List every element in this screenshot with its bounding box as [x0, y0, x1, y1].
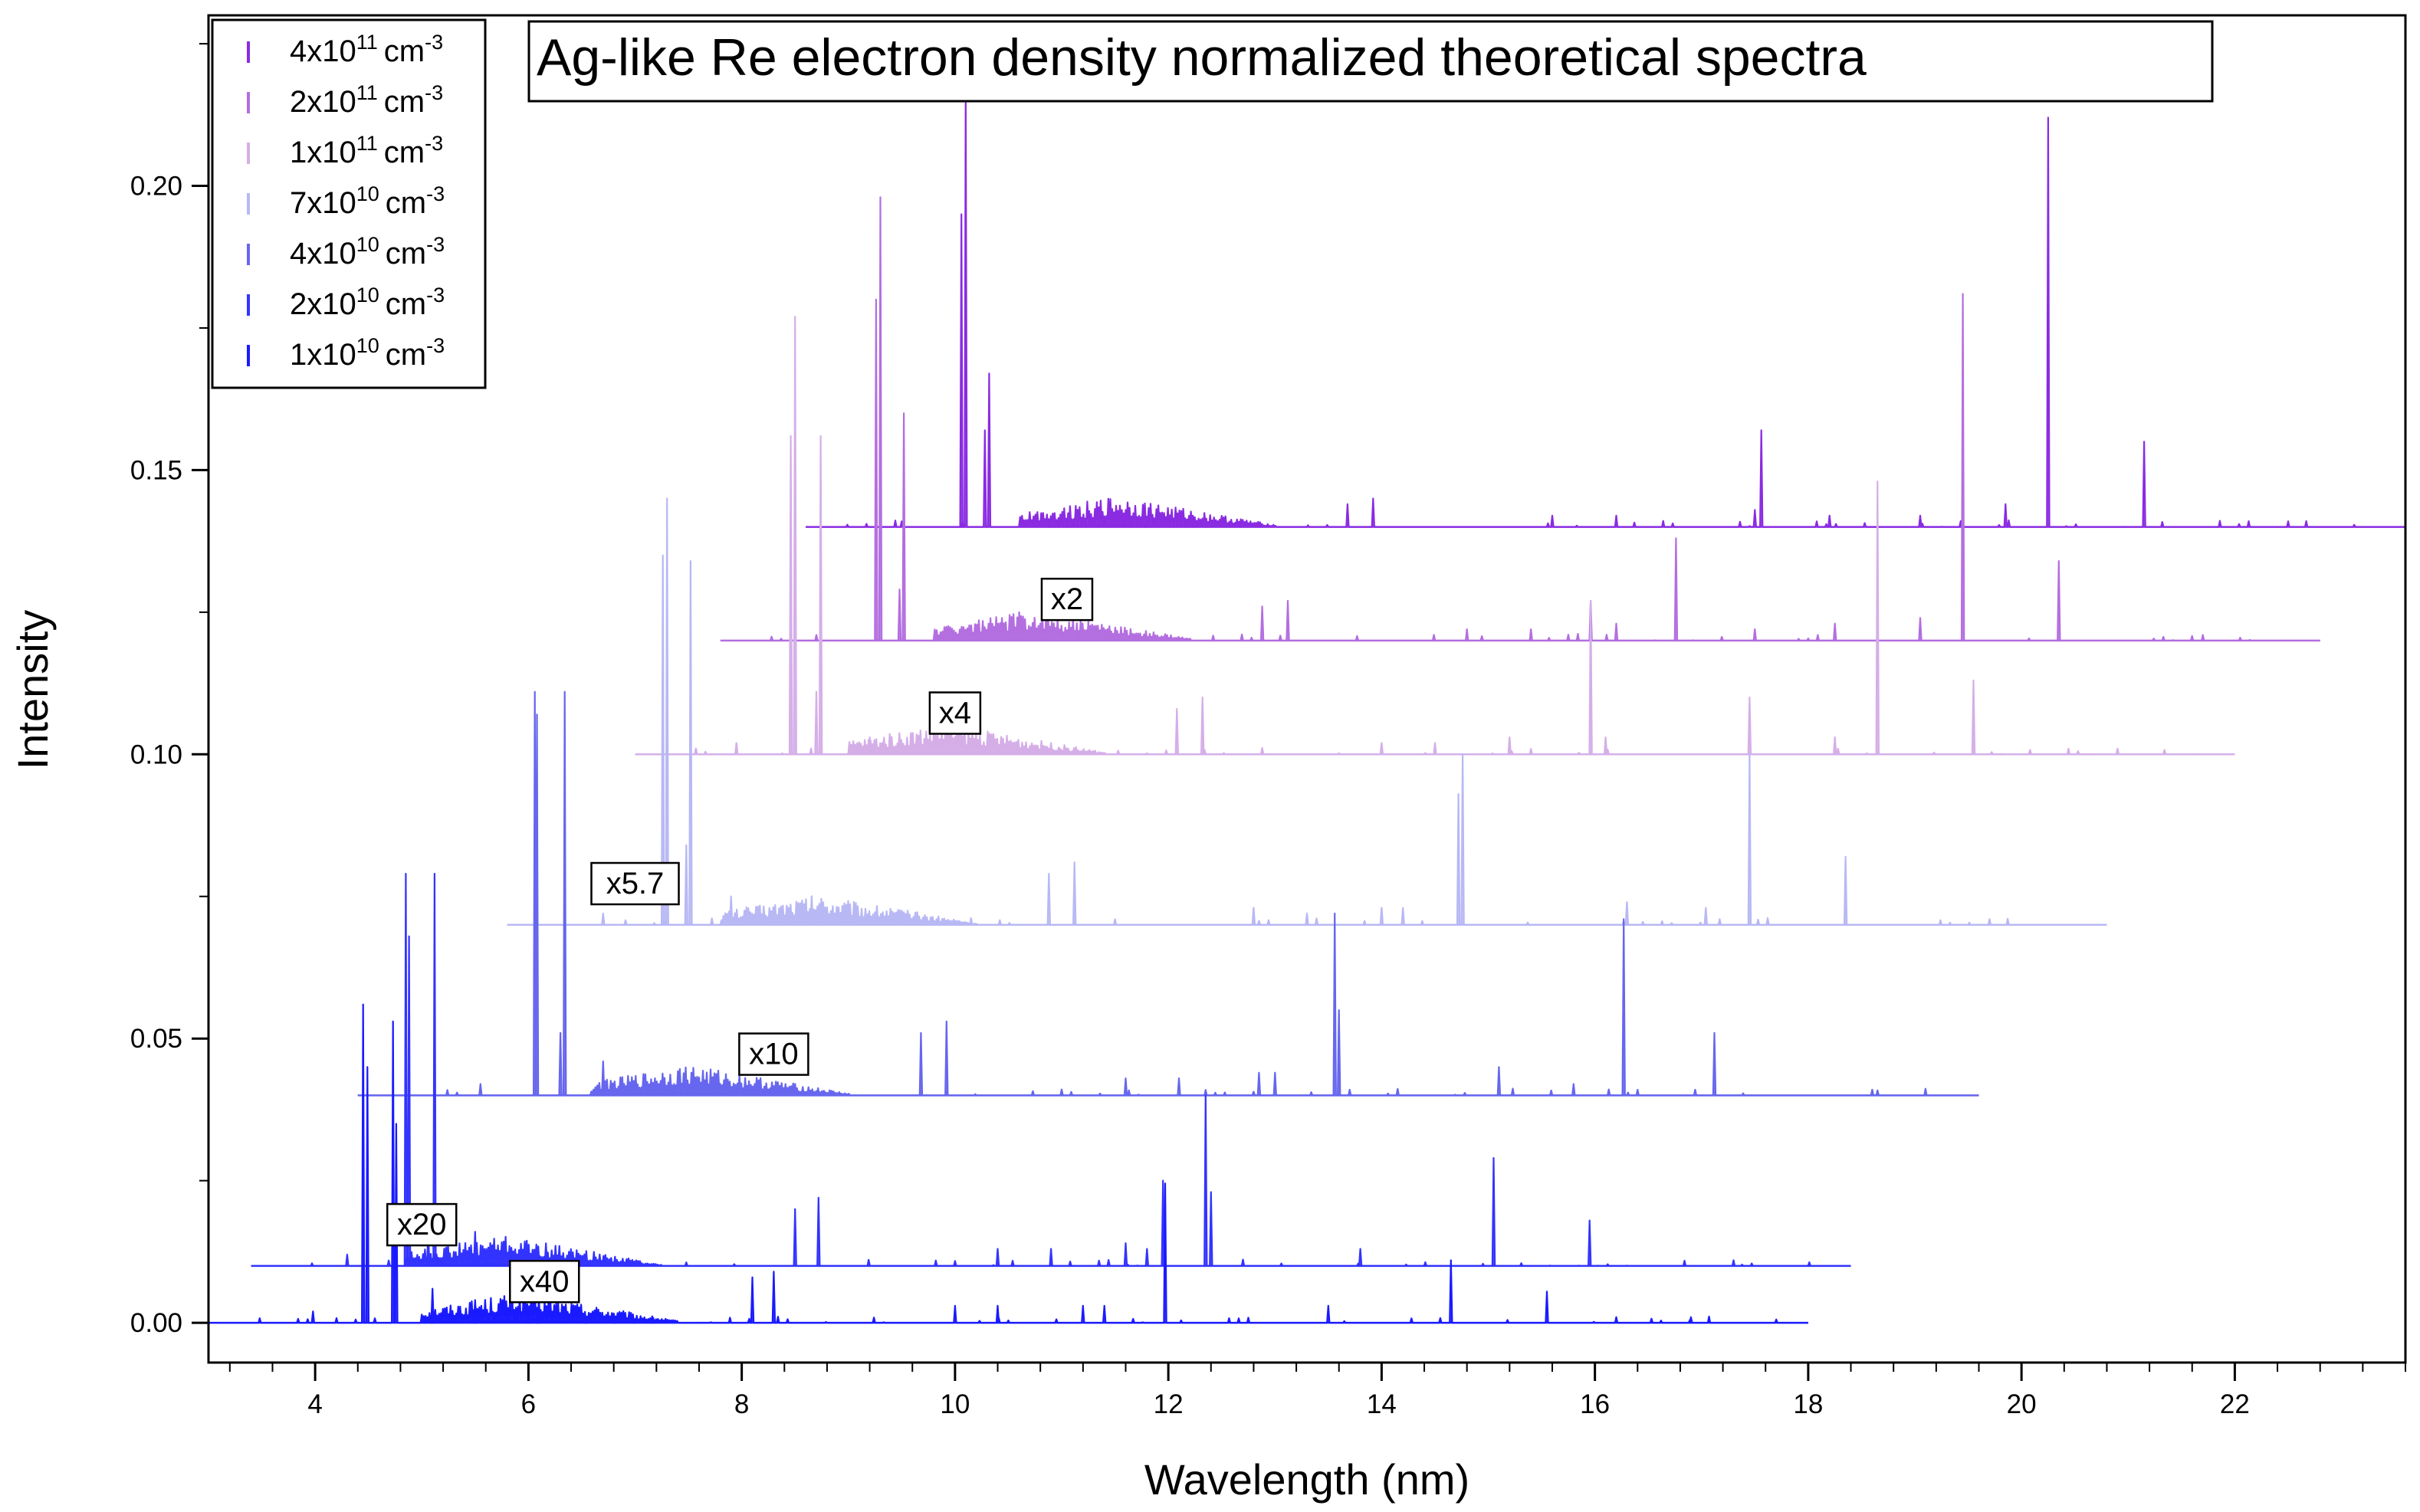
scale-label-box	[1040, 577, 1094, 622]
plot-area	[207, 14, 2407, 1364]
x-tick-label: 20	[2007, 1389, 2037, 1419]
legend-entry: 2x1010 cm-3	[290, 284, 445, 321]
series-layer	[209, 88, 2405, 1324]
spectrum-line	[209, 1003, 1808, 1324]
legend-entry: 7x1010 cm-3	[290, 182, 445, 220]
x-axis-title: Wavelength (nm)	[1144, 1455, 1469, 1504]
scale-label: x40	[520, 1264, 570, 1298]
legend: 4x1011 cm-3 2x1011 cm-3 1x1011 cm-3 7x1010 cm-3…	[211, 18, 487, 389]
scale-label: x2	[1051, 582, 1083, 616]
scale-label: x10	[749, 1038, 799, 1071]
chart-title-box	[527, 20, 2214, 103]
series-6	[806, 88, 2405, 528]
chart-title: Ag-like Re electron density normalized t…	[527, 20, 2214, 103]
legend-entry: 2x1011 cm-3	[290, 81, 443, 119]
x-tick-label: 22	[2220, 1389, 2250, 1419]
scale-label-box	[738, 1032, 809, 1076]
spectrum-line	[507, 497, 2107, 926]
scale-label: x20	[397, 1208, 447, 1241]
series-0	[209, 1003, 1808, 1324]
y-tick-label: 0.05	[130, 1024, 182, 1054]
series-4	[635, 316, 2235, 756]
y-tick-label: 0.00	[130, 1308, 182, 1338]
legend-entry: 1x1010 cm-3	[290, 334, 445, 372]
series-5	[720, 196, 2320, 642]
x-tick-label: 10	[940, 1389, 970, 1419]
x-tick-label: 14	[1367, 1389, 1397, 1419]
chart-title-text: Ag-like Re electron density normalized t…	[537, 28, 1867, 87]
legend-entry: 1x1011 cm-3	[290, 132, 443, 169]
scale-label-box	[928, 691, 982, 735]
x-tick-label: 8	[734, 1389, 749, 1419]
scale-label-box	[508, 1260, 580, 1304]
x-tick-label: 4	[307, 1389, 322, 1419]
y-tick-label: 0.10	[130, 740, 182, 769]
x-tick-label: 12	[1154, 1389, 1184, 1419]
y-axis-title: Intensity	[8, 610, 57, 770]
x-tick-label: 16	[1580, 1389, 1610, 1419]
series-1	[251, 873, 1851, 1268]
legend-entry: 4x1011 cm-3	[290, 31, 443, 68]
series-3	[507, 497, 2107, 927]
y-tick-label: 0.15	[130, 455, 182, 485]
scale-labels: x40 x20 x10 x5.7 x4 x2	[386, 577, 1094, 1304]
spectrum-line	[251, 873, 1851, 1267]
y-tick-label: 0.20	[130, 172, 182, 202]
scale-label-box	[386, 1202, 458, 1247]
x-tick-label: 6	[521, 1389, 536, 1419]
legend-box	[211, 18, 487, 389]
scale-label: x5.7	[606, 867, 665, 900]
series-2	[357, 690, 1979, 1097]
scale-label: x4	[939, 697, 971, 730]
spectrum-line	[806, 88, 2405, 528]
x-tick-label: 18	[1793, 1389, 1823, 1419]
axes: 4 6 8 10 12 14 16 18 20 22 0.00 0.05 0.10 0.15 0.20	[130, 43, 2406, 1419]
scale-label-box	[590, 861, 680, 906]
spectrum-line	[357, 690, 1979, 1097]
plot-frame	[207, 14, 2407, 1364]
legend-entry: 4x1010 cm-3	[290, 233, 445, 271]
